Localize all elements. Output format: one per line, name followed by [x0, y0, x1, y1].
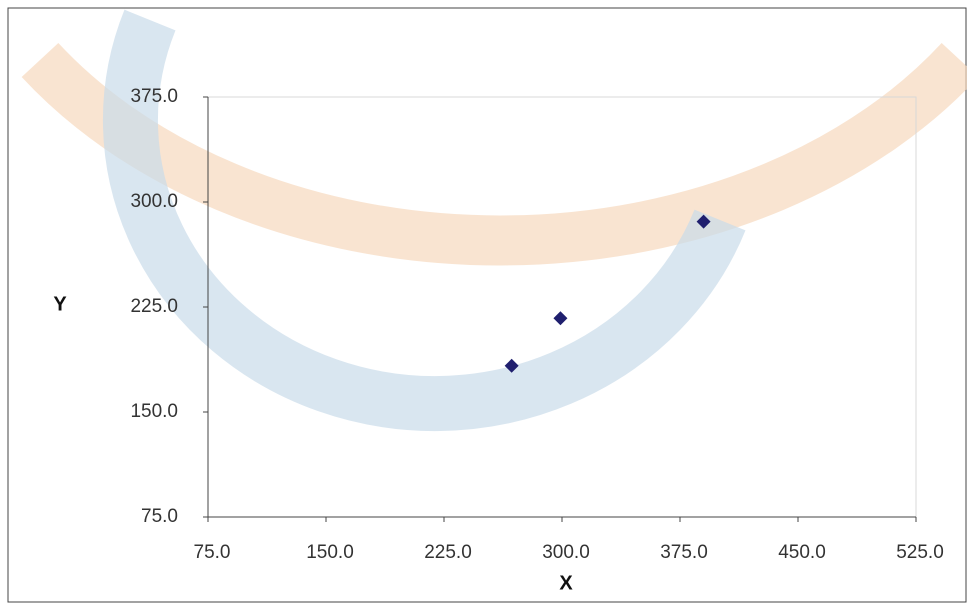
y-tick-label: 75.0 — [141, 506, 178, 527]
chart: Y X 75.0 150.0 225.0 300.0 375.0 75.0 150.0 225… — [0, 0, 967, 603]
y-tick-label: 300.0 — [130, 191, 178, 212]
y-axis-title: Y — [53, 293, 67, 315]
y-tick-label: 375.0 — [130, 86, 178, 107]
y-tick-label: 150.0 — [130, 401, 178, 422]
x-tick-label: 150.0 — [306, 542, 354, 563]
x-tick-label: 75.0 — [194, 542, 231, 563]
x-tick-label: 525.0 — [896, 542, 944, 563]
x-axis-title: X — [559, 572, 573, 594]
x-tick-label: 225.0 — [424, 542, 472, 563]
y-tick-label: 225.0 — [130, 296, 178, 317]
x-tick-label: 300.0 — [542, 542, 590, 563]
x-tick-label: 375.0 — [660, 542, 708, 563]
x-tick-label: 450.0 — [778, 542, 826, 563]
